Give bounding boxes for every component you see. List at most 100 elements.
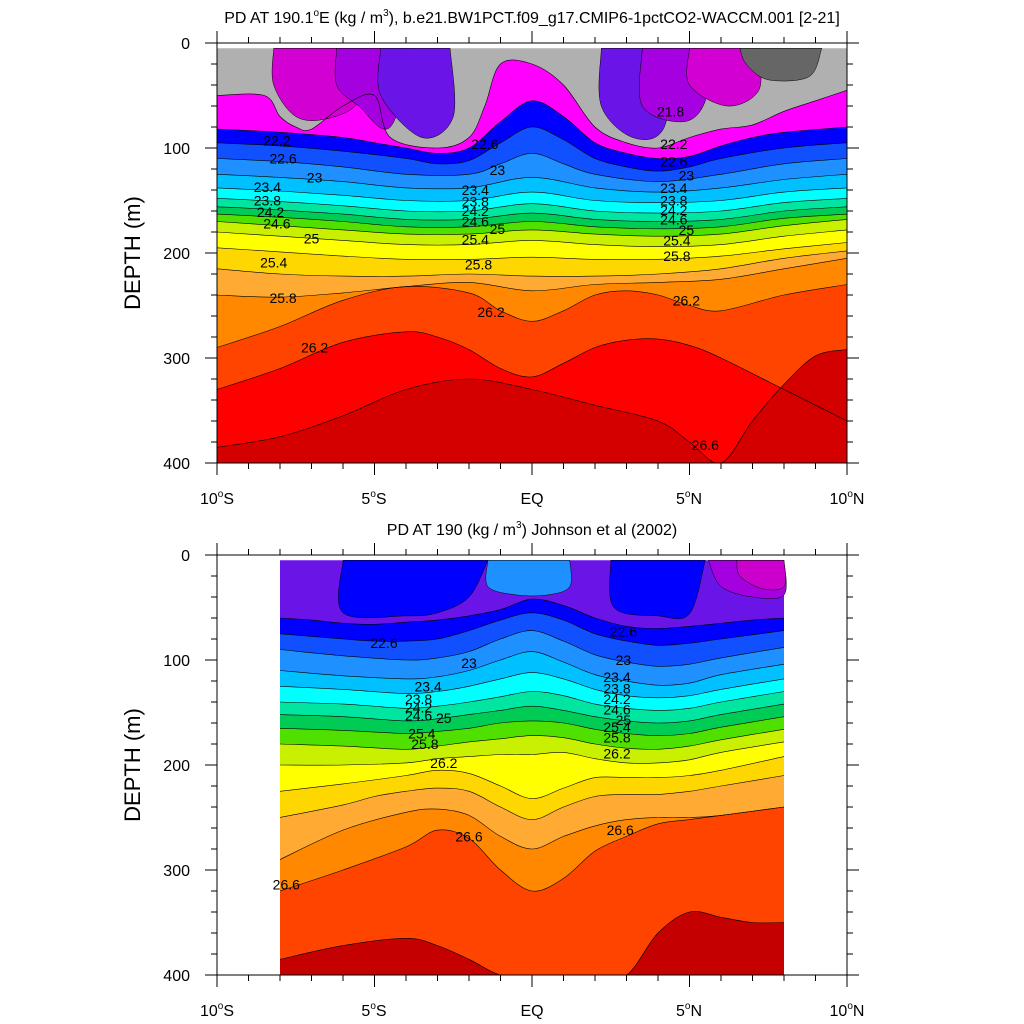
panel2-contour-label: 23.4 (603, 669, 630, 685)
panel1-contour-labels: 21.822.222.62323.423.824.224.62525.425.8… (254, 103, 719, 453)
panel2-contour-label: 23 (461, 655, 477, 671)
panel1-contour-label: 22.6 (660, 154, 687, 170)
panel2-xtick-label: 5oS (361, 1001, 386, 1020)
panel1-ytick-label: 400 (163, 456, 190, 473)
panel2-fill-band (338, 560, 489, 619)
panel2-ytick-label: 0 (181, 548, 190, 565)
panel1-contour-line (217, 219, 847, 237)
panel1-fill-band (739, 48, 823, 82)
panel1-contour-label: 22.6 (269, 151, 296, 167)
panel2-contour-label: 25.8 (411, 736, 438, 752)
panel1-contour-line (217, 198, 847, 214)
panel2-contour-label: 24.2 (603, 691, 630, 707)
panel2-contour-line (279, 806, 785, 892)
panel1-ytick-label: 0 (181, 36, 190, 53)
panel2-xtick-label: EQ (520, 1003, 543, 1020)
panel1-contour-label: 23.8 (254, 193, 281, 209)
panel1-contour-label: 24.2 (660, 202, 687, 218)
panel2-contour-line (279, 691, 785, 711)
panel1-xtick-label: 5oS (361, 489, 386, 508)
panel1-contour-label: 24.6 (462, 214, 489, 230)
panel1-contour-label: 23 (307, 169, 323, 185)
panel1-xticks: 10oS 5oS EQ 5oN 10oN (200, 489, 864, 508)
panel2-contour-line (279, 703, 785, 724)
panel1-ytick-label: 100 (163, 141, 190, 158)
panel2-fill-band (280, 911, 784, 975)
panel1-contour-line (217, 206, 847, 222)
panel1-contour-label: 23.4 (462, 182, 489, 198)
panel2-contour-label: 23.8 (603, 680, 630, 696)
panel1-contour-line (217, 59, 847, 149)
panel1-contour-label: 24.6 (660, 211, 687, 227)
panel1-contour-line (217, 174, 847, 193)
panel1-contour-label: 22.2 (263, 133, 290, 149)
panel1-contour-label: 23.4 (660, 180, 687, 196)
panel1-contour-line (217, 229, 847, 248)
panel2-contour-label: 25.8 (603, 730, 630, 746)
panel2-contour-label: 25 (616, 712, 632, 728)
panel2-title: PD AT 190 (kg / m3) Johnson et al (2002) (387, 520, 677, 539)
panel2-contour-label: 24.6 (405, 708, 432, 724)
panel2-contour-line (279, 716, 785, 736)
panel1-contour-label: 25.4 (663, 232, 690, 248)
panel1-axes: 0 100 200 300 400 10oS 5oS EQ 5oN 10oN D… (120, 31, 864, 508)
panel1-xtick-label: 10oN (830, 489, 865, 508)
panel2-contour-label: 24.6 (603, 701, 630, 717)
panel1-contour-label: 25 (304, 230, 320, 246)
panel1-xtick-label: 10oS (200, 489, 234, 508)
panel2-contour-label: 23.8 (405, 691, 432, 707)
panel1-contour-label: 26.2 (673, 292, 700, 308)
panel1-contour-line (217, 250, 847, 277)
panel2-ytick-label: 100 (163, 653, 190, 670)
panel2-contour-line (279, 741, 785, 766)
panel1-contour-label: 22.2 (660, 136, 687, 152)
panel2-contour-label: 23 (616, 652, 632, 668)
panel2-contour-label: 26.6 (273, 877, 300, 893)
panel1-contour-label: 23.4 (254, 179, 281, 195)
panel1-contour-label: 22.6 (471, 136, 498, 152)
panel2-contour-line (279, 729, 785, 750)
panel1-contour-label: 25.8 (465, 257, 492, 273)
panel1-contour-lines (217, 59, 847, 463)
panel1-contour-line (217, 331, 847, 422)
panel1-contour-line (217, 187, 847, 203)
panel2-contour-label: 23.4 (414, 678, 441, 694)
panel1-contour-label: 24.2 (257, 204, 284, 220)
panel1-contour-line (217, 213, 847, 230)
panel1-contour-label: 25.4 (260, 254, 287, 270)
panel2-contour-label: 26.2 (603, 746, 630, 762)
panel1-contour-label: 25.4 (462, 231, 489, 247)
panel1-contour-label: 24.2 (462, 203, 489, 219)
panel1-yticks: 0 100 200 300 400 (163, 36, 190, 473)
panel2-contour-label: 26.6 (455, 828, 482, 844)
panel1-contour-label: 25.8 (663, 248, 690, 264)
panel2-contour-line (279, 775, 785, 820)
panel1-contour-label: 25 (679, 222, 695, 238)
panel2-contour-label: 26.6 (607, 822, 634, 838)
panel1-contour-line (217, 100, 847, 159)
panel1-title: PD AT 190.1oE (kg / m3), b.e21.BW1PCT.f0… (224, 8, 840, 27)
panel2-fill-band (485, 560, 572, 597)
panel1-contour-fills (217, 48, 847, 463)
panel1-xtick-label: 5oN (676, 489, 702, 508)
panel1-tick-marks (205, 31, 859, 475)
panel1-fill-band (377, 48, 456, 139)
panel2-ytick-label: 400 (163, 968, 190, 985)
panel1-contour-label: 23.8 (660, 193, 687, 209)
panel2-contour-line (279, 612, 785, 646)
panel1-contour-label: 26.6 (692, 437, 719, 453)
panel2-axes: 0 100 200 300 400 10oS 5oS EQ 5oN 10oN D… (120, 543, 864, 1020)
panel1-contour-line (217, 284, 847, 348)
panel1-contour-label: 23.8 (462, 194, 489, 210)
panel2-contour-line (279, 911, 785, 975)
panel2-contour-label: 25.4 (603, 719, 630, 735)
panel1-contour-label: 23 (490, 162, 506, 178)
panel2-contour-label: 26.2 (430, 755, 457, 771)
panel2-contour-line (279, 756, 785, 799)
panel2-xtick-label: 5oN (676, 1001, 702, 1020)
panel2-xtick-label: 10oN (830, 1001, 865, 1020)
panel2-contour-label: 24.2 (405, 699, 432, 715)
panel2-contour-lines (279, 598, 785, 975)
panel1-ytick-label: 200 (163, 246, 190, 263)
